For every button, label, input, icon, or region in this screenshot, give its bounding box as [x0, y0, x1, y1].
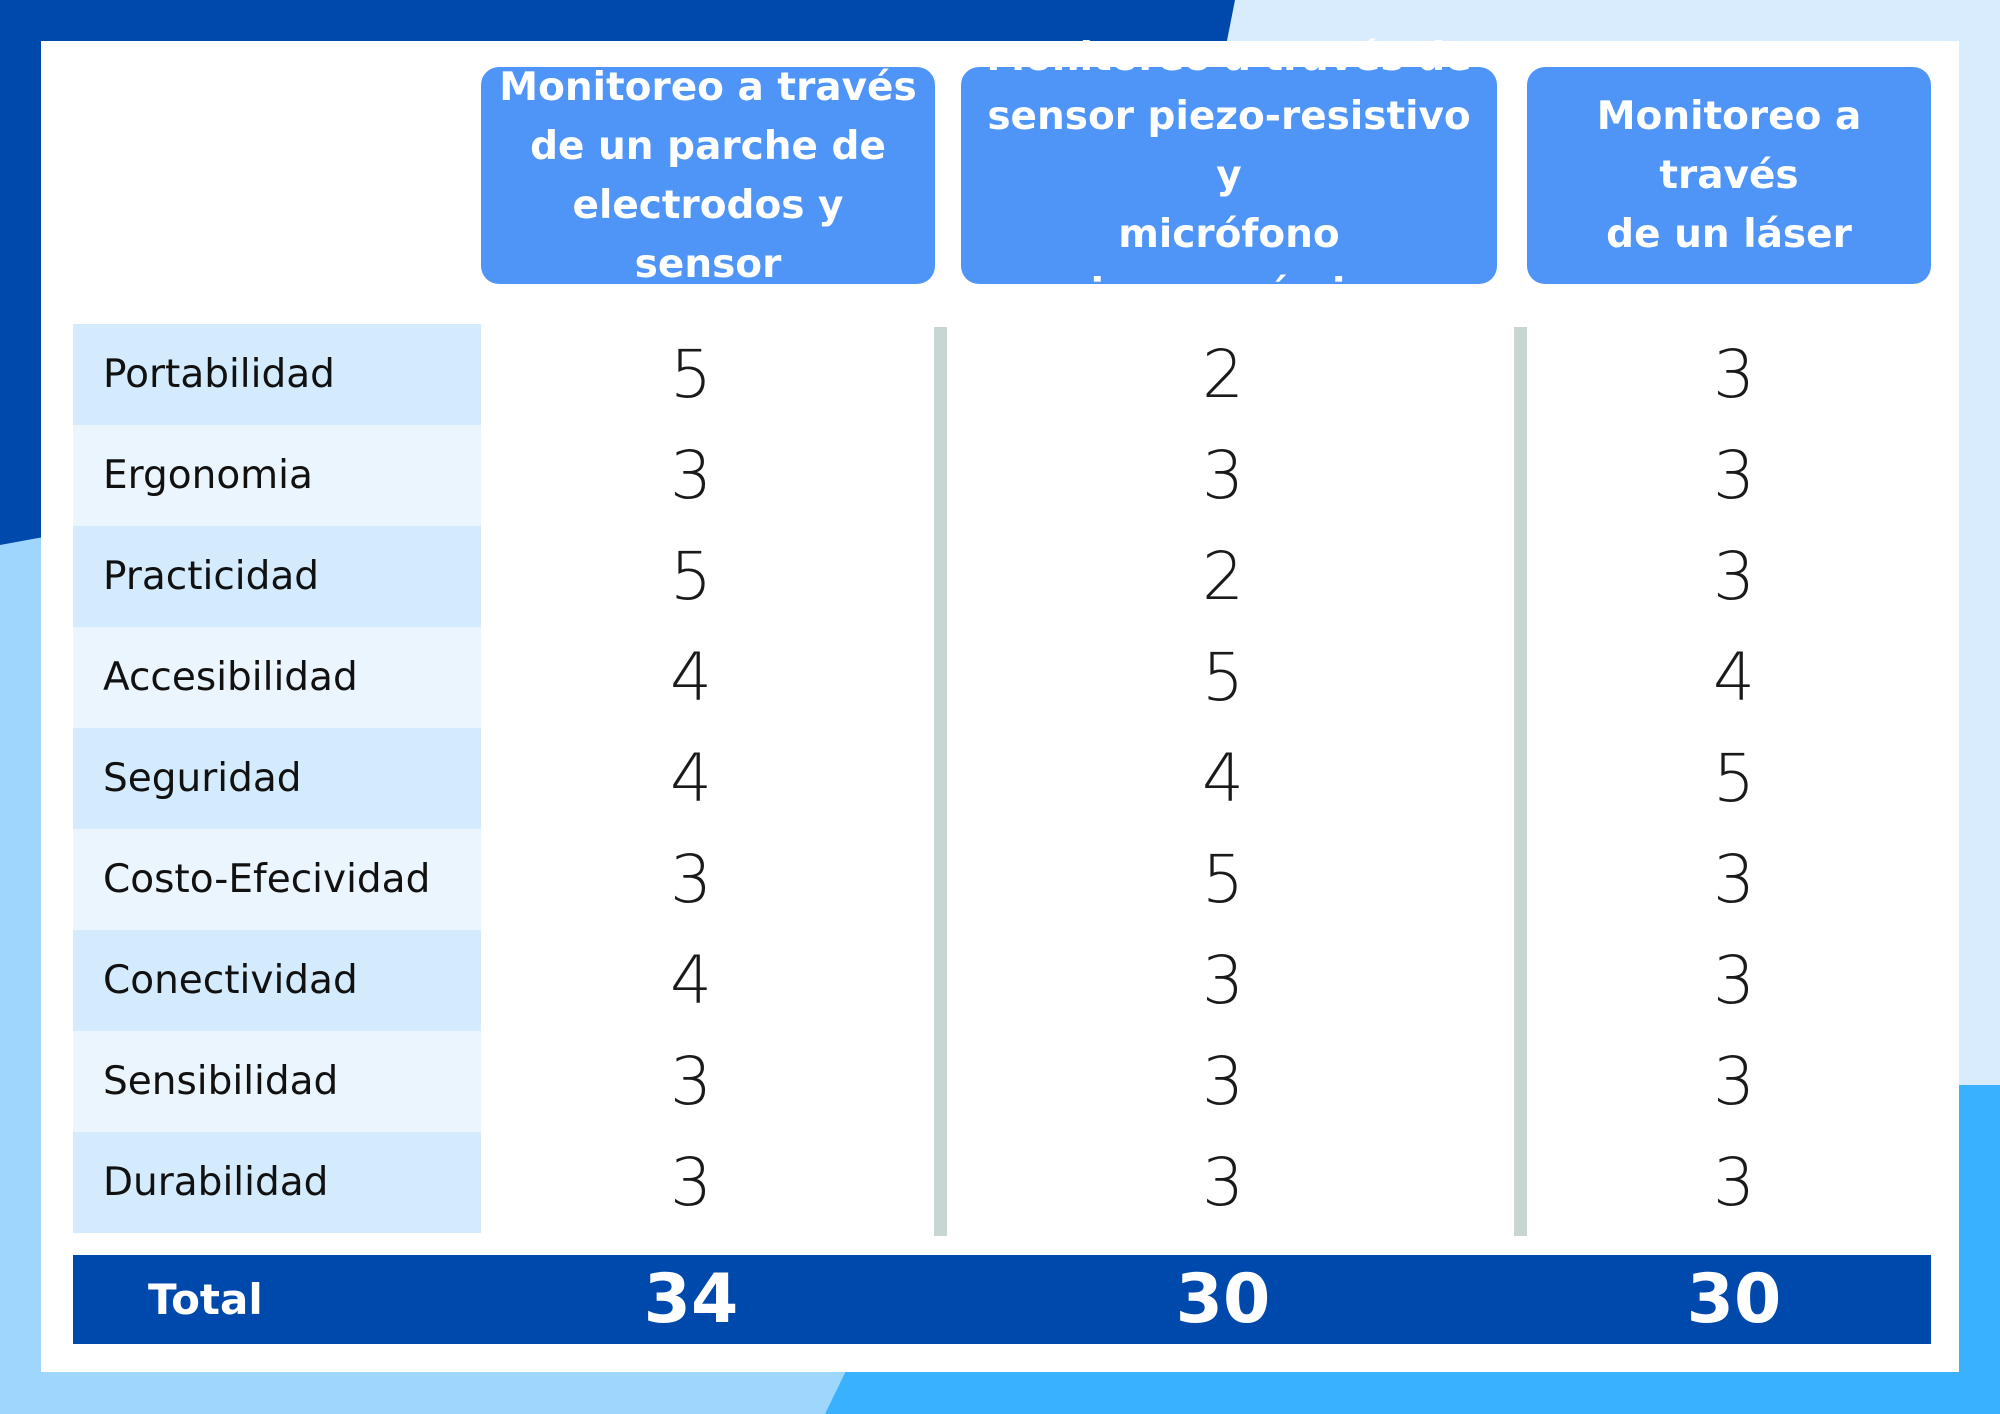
- score-cell: 4: [1202, 740, 1244, 817]
- criterion-label: Ergonomia: [73, 425, 481, 526]
- total-value: 34: [643, 1260, 739, 1339]
- table-row: Ergonomia 3 3 3: [73, 425, 1931, 526]
- score-cell: 5: [1202, 639, 1244, 716]
- score-cell: 3: [670, 1043, 712, 1120]
- score-cell: 3: [1713, 1043, 1755, 1120]
- score-cell: 3: [1202, 942, 1244, 1019]
- table-row: Conectividad 4 3 3: [73, 930, 1931, 1031]
- table-row: Durabilidad 3 3 3: [73, 1132, 1931, 1233]
- score-cell: 5: [1202, 841, 1244, 918]
- score-cell: 4: [670, 740, 712, 817]
- header-laser: Monitoreo a través de un láser: [1527, 67, 1931, 284]
- table-row: Portabilidad 5 2 3: [73, 324, 1931, 425]
- score-cell: 3: [1713, 1144, 1755, 1221]
- criterion-label: Durabilidad: [73, 1132, 481, 1233]
- score-cell: 5: [670, 336, 712, 413]
- score-cell: 3: [1202, 1144, 1244, 1221]
- total-value: 30: [1686, 1260, 1782, 1339]
- criterion-label: Portabilidad: [73, 324, 481, 425]
- score-cell: 4: [1713, 639, 1755, 716]
- score-cell: 2: [1202, 336, 1244, 413]
- criterion-label: Conectividad: [73, 930, 481, 1031]
- table-row: Sensibilidad 3 3 3: [73, 1031, 1931, 1132]
- score-cell: 3: [1202, 1043, 1244, 1120]
- criterion-label: Practicidad: [73, 526, 481, 627]
- criterion-label: Costo-Efecividad: [73, 829, 481, 930]
- total-row: Total 34 30 30: [73, 1255, 1931, 1344]
- score-cell: 3: [1713, 437, 1755, 514]
- score-cell: 3: [1713, 841, 1755, 918]
- criterion-label: Sensibilidad: [73, 1031, 481, 1132]
- column-divider: [934, 327, 947, 1236]
- header-laser-text: Monitoreo a través de un láser: [1596, 94, 1862, 257]
- score-cell: 5: [670, 538, 712, 615]
- score-cell: 4: [670, 639, 712, 716]
- score-cell: 3: [670, 841, 712, 918]
- score-cell: 5: [1713, 740, 1755, 817]
- header-electrode-patch: Monitoreo a través de un parche de elect…: [481, 65, 935, 287]
- column-divider: [1514, 327, 1527, 1236]
- score-cell: 3: [1713, 336, 1755, 413]
- table-row: Costo-Efecividad 3 5 3: [73, 829, 1931, 930]
- score-cell: 3: [1713, 942, 1755, 1019]
- score-cell: 2: [1202, 538, 1244, 615]
- comparison-card: Monitoreo a través de un parche de elect…: [41, 35, 1959, 1372]
- total-label: Total: [148, 1275, 263, 1324]
- score-cell: 3: [670, 1144, 712, 1221]
- score-cell: 4: [670, 942, 712, 1019]
- table-row: Practicidad 5 2 3: [73, 526, 1931, 627]
- header-piezo-sensor: Monitoreo a través de sensor piezo-resis…: [961, 35, 1497, 316]
- score-cell: 3: [1713, 538, 1755, 615]
- header-piezo-sensor-text: Monitoreo a través de sensor piezo-resis…: [986, 35, 1472, 316]
- table-row: Seguridad 4 4 5: [73, 728, 1931, 829]
- table-body: Portabilidad 5 2 3 Ergonomia 3 3 3 Pract…: [73, 324, 1931, 1233]
- header-electrode-patch-text: Monitoreo a través de un parche de elect…: [499, 64, 917, 287]
- criterion-label: Accesibilidad: [73, 627, 481, 728]
- score-cell: 3: [670, 437, 712, 514]
- score-cell: 3: [1202, 437, 1244, 514]
- table-row: Accesibilidad 4 5 4: [73, 627, 1931, 728]
- total-value: 30: [1175, 1260, 1271, 1339]
- criterion-label: Seguridad: [73, 728, 481, 829]
